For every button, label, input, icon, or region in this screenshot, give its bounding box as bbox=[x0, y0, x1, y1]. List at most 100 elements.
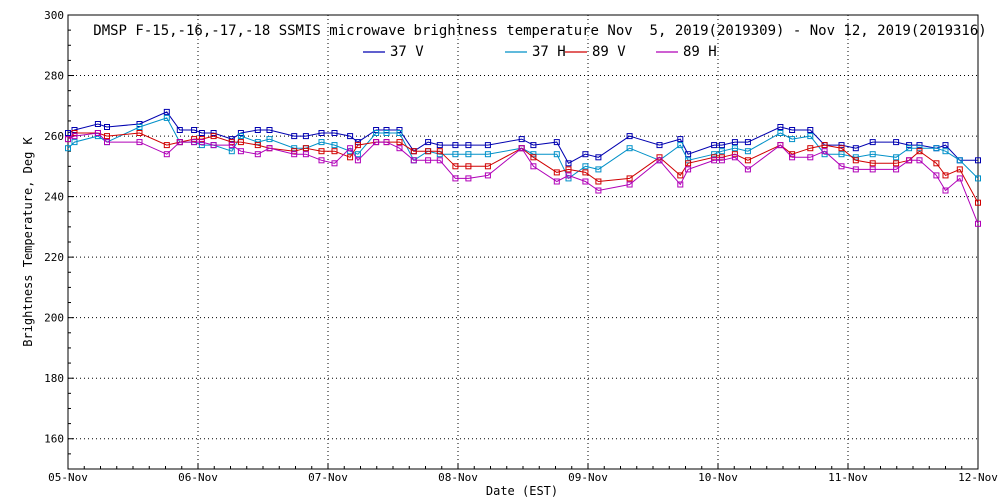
point-89-h-41 bbox=[731, 154, 738, 161]
point-89-h-55 bbox=[956, 175, 963, 182]
point-37-v-31 bbox=[553, 139, 560, 146]
point-37-h-4 bbox=[136, 124, 143, 130]
point-37-h-53 bbox=[933, 145, 940, 152]
point-89-v-22 bbox=[396, 139, 403, 146]
point-37-v-52 bbox=[916, 142, 923, 149]
point-37-h-1 bbox=[71, 139, 78, 146]
point-37-h-17 bbox=[331, 142, 338, 149]
point-89-h-15 bbox=[302, 151, 309, 158]
point-37-v-12 bbox=[254, 127, 261, 133]
point-89-v-38 bbox=[685, 160, 692, 167]
y-tick-label-160: 160 bbox=[44, 433, 64, 446]
point-89-v-23 bbox=[410, 148, 417, 155]
point-37-h-45 bbox=[807, 133, 814, 140]
point-89-h-33 bbox=[582, 178, 589, 185]
point-37-h-16 bbox=[318, 139, 325, 146]
point-37-h-44 bbox=[789, 136, 796, 143]
legend-label-37v: 37 V bbox=[390, 44, 424, 60]
point-37-v-2 bbox=[94, 121, 101, 127]
point-89-h-46 bbox=[821, 148, 828, 155]
point-89-v-50 bbox=[893, 160, 900, 167]
point-37-v-51 bbox=[906, 142, 913, 149]
y-tick-label-300: 300 bbox=[44, 9, 64, 22]
point-89-h-28 bbox=[484, 172, 491, 179]
point-89-h-44 bbox=[789, 154, 796, 161]
point-89-h-30 bbox=[530, 163, 537, 170]
point-89-h-37 bbox=[677, 181, 684, 188]
data-series bbox=[65, 108, 981, 227]
series-89-h bbox=[65, 130, 981, 227]
point-89-v-55 bbox=[956, 166, 963, 173]
point-37-v-11 bbox=[237, 130, 244, 136]
x-axis-title: Date (EST) bbox=[486, 484, 558, 498]
point-89-h-14 bbox=[291, 151, 298, 158]
point-89-h-13 bbox=[266, 145, 273, 152]
point-37-h-26 bbox=[452, 151, 459, 158]
point-89-v-15 bbox=[302, 145, 309, 152]
point-37-v-17 bbox=[331, 130, 338, 136]
point-89-h-11 bbox=[237, 148, 244, 155]
y-tick-label-200: 200 bbox=[44, 312, 64, 325]
point-89-h-23 bbox=[410, 157, 417, 164]
point-89-v-11 bbox=[237, 139, 244, 146]
point-37-v-37 bbox=[677, 136, 684, 143]
point-37-h-47 bbox=[838, 151, 845, 158]
point-37-h-41 bbox=[731, 145, 738, 152]
point-37-v-40 bbox=[718, 142, 725, 149]
point-37-h-21 bbox=[383, 130, 390, 136]
point-37-v-56 bbox=[975, 157, 981, 164]
point-89-h-38 bbox=[685, 166, 692, 173]
y-axis-title: Brightness Temperature, Deg K bbox=[21, 136, 35, 346]
point-89-h-26 bbox=[452, 175, 459, 182]
series-line-37-h bbox=[67, 117, 979, 180]
point-89-h-40 bbox=[718, 157, 725, 164]
point-89-v-3 bbox=[104, 133, 110, 140]
point-37-v-0 bbox=[65, 130, 71, 136]
x-axis-ticks: 05-Nov 06-Nov 07-Nov 08-Nov 09-Nov 10-Nov 11-N… bbox=[48, 463, 998, 484]
point-89-h-20 bbox=[373, 139, 380, 146]
point-37-v-43 bbox=[777, 124, 784, 130]
point-37-h-51 bbox=[906, 145, 913, 152]
point-89-h-31 bbox=[553, 178, 560, 185]
point-89-v-18 bbox=[347, 154, 354, 161]
point-89-v-47 bbox=[838, 145, 845, 152]
point-37-h-40 bbox=[718, 148, 725, 155]
point-89-v-17 bbox=[331, 148, 338, 155]
x-tick-label-12-nov: 12-Nov bbox=[958, 471, 998, 484]
point-37-v-38 bbox=[685, 151, 692, 158]
point-89-v-1 bbox=[71, 130, 78, 136]
point-89-h-18 bbox=[347, 145, 354, 152]
point-37-h-42 bbox=[744, 148, 751, 155]
point-37-v-29 bbox=[518, 136, 525, 143]
point-37-h-0 bbox=[65, 145, 71, 152]
point-89-h-0 bbox=[65, 136, 71, 143]
point-37-h-49 bbox=[869, 151, 876, 158]
point-89-h-24 bbox=[425, 157, 432, 164]
point-89-h-17 bbox=[331, 160, 338, 167]
point-89-h-29 bbox=[518, 145, 525, 152]
point-37-v-5 bbox=[163, 108, 170, 115]
point-89-v-25 bbox=[436, 148, 443, 155]
point-37-v-28 bbox=[484, 142, 491, 149]
point-37-h-39 bbox=[711, 151, 718, 158]
point-37-h-56 bbox=[975, 175, 981, 182]
point-89-v-31 bbox=[553, 169, 560, 176]
series-37-v bbox=[65, 108, 981, 167]
point-89-h-8 bbox=[198, 139, 205, 146]
point-89-v-46 bbox=[821, 142, 828, 149]
x-tick-label-07-nov: 07-Nov bbox=[308, 471, 348, 484]
point-89-v-9 bbox=[210, 133, 217, 140]
point-37-h-34 bbox=[595, 166, 602, 173]
point-37-h-22 bbox=[396, 130, 403, 136]
point-37-h-10 bbox=[228, 148, 235, 155]
point-89-h-12 bbox=[254, 151, 261, 158]
point-37-h-20 bbox=[373, 130, 380, 136]
point-37-h-37 bbox=[677, 142, 684, 149]
x-tick-label-06-nov: 06-Nov bbox=[178, 471, 218, 484]
x-tick-label-09-nov: 09-Nov bbox=[568, 471, 608, 484]
point-89-v-4 bbox=[136, 130, 143, 136]
point-89-h-51 bbox=[906, 157, 913, 164]
point-89-v-33 bbox=[582, 169, 589, 176]
